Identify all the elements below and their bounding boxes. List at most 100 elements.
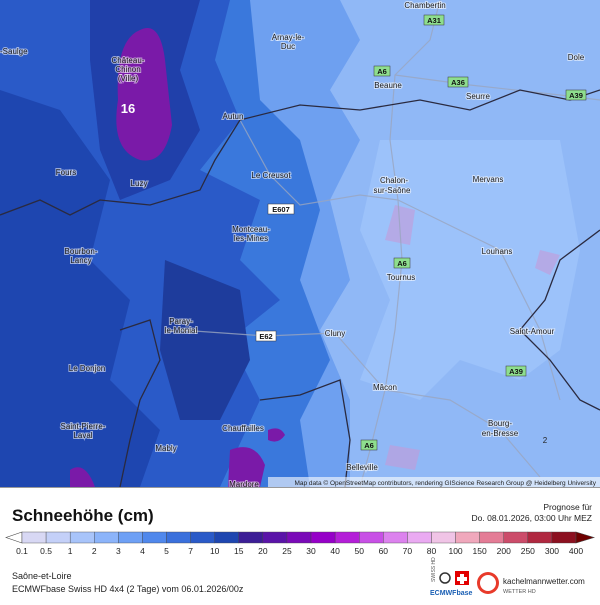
place-label: Lancy xyxy=(70,256,91,265)
scale-segment xyxy=(238,531,264,544)
road-label: A31 xyxy=(427,16,441,25)
road-badge xyxy=(505,365,527,377)
place-label: Bourg- xyxy=(488,419,512,428)
attribution: Map data © OpenStreetMap contributors, r… xyxy=(294,479,596,487)
scale-label: 20 xyxy=(258,546,268,556)
place-label: Chinon xyxy=(115,65,140,74)
place-label: Mably xyxy=(155,444,176,453)
forecast-time: Do. 08.01.2026, 03:00 Uhr MEZ xyxy=(472,513,593,523)
logo-icon xyxy=(439,572,451,584)
forecast-label: Prognose für xyxy=(543,502,592,512)
place-label: Chalon- xyxy=(380,176,408,185)
scale-segment xyxy=(407,531,432,544)
logo-text: ECMWFbase xyxy=(430,590,473,597)
scale-segment xyxy=(334,531,360,544)
snow-spot xyxy=(535,250,560,275)
road-label: A6 xyxy=(364,441,374,450)
scale-label: 400 xyxy=(569,546,583,556)
scale-label: 2 xyxy=(92,546,97,556)
scale-label: 4 xyxy=(140,546,145,556)
road-badge xyxy=(373,65,391,77)
scale-label: 200 xyxy=(497,546,511,556)
road-label: A39 xyxy=(509,367,523,376)
place-label: Chauffailles xyxy=(222,424,264,433)
place-label: Paray- xyxy=(169,317,193,326)
scale-label: 80 xyxy=(427,546,437,556)
snow-spot xyxy=(385,445,420,470)
max-value: 16 xyxy=(121,101,135,116)
road-badge xyxy=(393,257,411,269)
scale-over xyxy=(575,531,596,544)
place-label: Saint-Pierre- xyxy=(61,422,106,431)
place-label: Autun xyxy=(223,112,244,121)
scale-label: 60 xyxy=(379,546,389,556)
place-label: sur-Saône xyxy=(374,186,411,195)
model-info: ECMWFbase Swiss HD 4x4 (2 Tage) vom 06.0… xyxy=(12,584,244,594)
scale-segment xyxy=(166,531,191,544)
road-label: E607 xyxy=(272,205,290,214)
place-label: Mervans xyxy=(473,175,504,184)
scale-segment xyxy=(359,531,384,544)
attribution-bg xyxy=(268,477,600,487)
snow-area xyxy=(160,260,250,420)
site-logo-inner xyxy=(480,575,496,591)
snow-peak xyxy=(116,28,172,161)
place-label: Arnay-le- xyxy=(272,33,305,42)
scale-label: 25 xyxy=(282,546,292,556)
ecmwf-logo: SWISS HD ECMWFbase xyxy=(430,557,473,597)
place-label: les-Mines xyxy=(234,234,268,243)
place-label: Duc xyxy=(281,42,295,51)
site-sub: WETTER HD xyxy=(503,589,536,595)
scale-label: 50 xyxy=(354,546,364,556)
scale-label: 40 xyxy=(330,546,340,556)
place-label: Château- xyxy=(112,56,145,65)
map xyxy=(0,0,600,488)
place-label: Le Donjon xyxy=(69,364,105,373)
road-badge xyxy=(360,439,378,451)
road-label: A36 xyxy=(451,78,465,87)
place-label: Le Creusot xyxy=(251,171,291,180)
place-label: (Ville) xyxy=(118,74,139,83)
scale-label: 250 xyxy=(521,546,535,556)
scale-segment xyxy=(431,531,456,544)
scale-segment xyxy=(286,531,312,544)
road-badge xyxy=(255,330,277,342)
scale-segment xyxy=(118,531,143,544)
scale-label: 100 xyxy=(448,546,462,556)
snow-peak xyxy=(268,428,285,442)
road-label: E62 xyxy=(259,332,272,341)
scale-segment xyxy=(503,531,529,544)
place-label: Mâcon xyxy=(373,383,397,392)
road-badge xyxy=(423,14,445,26)
place-label: en-Bresse xyxy=(482,429,519,438)
place-label: Fours xyxy=(56,168,76,177)
scale-label: 70 xyxy=(403,546,413,556)
place-label: Mardore xyxy=(229,480,259,489)
scale-segment xyxy=(21,531,47,544)
scale-label: 15 xyxy=(234,546,244,556)
place-label: Luzy xyxy=(131,179,148,188)
scale-label: 7 xyxy=(188,546,193,556)
road-label: A39 xyxy=(569,91,583,100)
scale-segment xyxy=(262,531,288,544)
scale-label: 1 xyxy=(68,546,73,556)
snow-area xyxy=(0,90,160,487)
place-label: Bourbon- xyxy=(65,247,98,256)
borders xyxy=(0,89,600,488)
scale-label: 0.1 xyxy=(16,546,28,556)
place-label: Saint-Amour xyxy=(510,327,555,336)
scale-label: 300 xyxy=(545,546,559,556)
road-label: A6 xyxy=(397,259,407,268)
scale-segment xyxy=(479,531,504,544)
place-label: Louhans xyxy=(482,247,513,256)
site-name: kachelmannwetter.com xyxy=(503,577,585,586)
scale-label: 5 xyxy=(164,546,169,556)
scale-label: 150 xyxy=(473,546,487,556)
road-badge xyxy=(565,89,587,101)
scale-segment xyxy=(45,531,71,544)
scale-segment xyxy=(310,531,336,544)
road-badge xyxy=(267,203,295,215)
scale-segment xyxy=(190,531,215,544)
scale-segment xyxy=(383,531,408,544)
scale-segment xyxy=(551,531,577,544)
